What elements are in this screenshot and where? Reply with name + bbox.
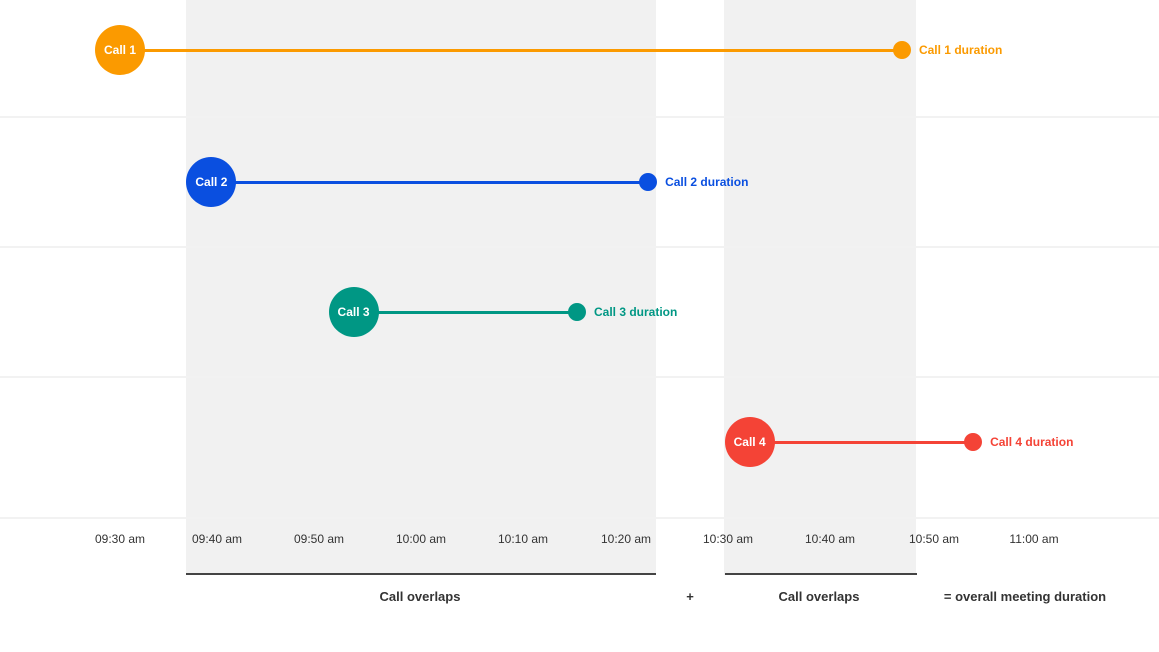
tick-label: 11:00 am bbox=[1009, 532, 1059, 546]
tick-label: 09:50 am bbox=[293, 532, 345, 546]
call-start-bubble: Call 2 bbox=[186, 157, 237, 207]
call-start-bubble: Call 4 bbox=[724, 417, 775, 467]
call-end-dot bbox=[639, 173, 658, 191]
plus-sign: + bbox=[686, 589, 694, 604]
call-duration-label: Call 2 duration bbox=[665, 175, 749, 189]
call-duration-label: Call 4 duration bbox=[990, 435, 1074, 449]
tick-label: 10:40 am bbox=[804, 532, 856, 546]
overall-duration-label: = overall meeting duration bbox=[943, 589, 1107, 604]
tick-label: 09:30 am bbox=[94, 532, 146, 546]
call-duration-label: Call 1 duration bbox=[918, 43, 1003, 57]
overlap-bracket-1 bbox=[186, 573, 656, 575]
call-start-bubble: Call 1 bbox=[95, 25, 145, 75]
call-duration-line bbox=[749, 440, 974, 444]
tick-label: 10:50 am bbox=[908, 532, 960, 546]
overlap-label-1: Call overlaps bbox=[379, 589, 461, 604]
tick-label: 10:00 am bbox=[395, 532, 447, 546]
overlap-band-2 bbox=[724, 0, 916, 575]
tick-label: 10:10 am bbox=[497, 532, 549, 546]
tick-label: 09:40 am bbox=[191, 532, 243, 546]
row-divider bbox=[0, 116, 1159, 118]
axis-line bbox=[0, 517, 1159, 519]
tick-label: 10:20 am bbox=[600, 532, 652, 546]
row-divider bbox=[0, 376, 1159, 378]
call-end-dot bbox=[892, 41, 911, 59]
overlap-bracket-2 bbox=[725, 573, 917, 575]
row-divider bbox=[0, 246, 1159, 248]
call-duration-label: Call 3 duration bbox=[594, 305, 678, 319]
call-end-dot bbox=[568, 303, 586, 321]
call-start-bubble: Call 3 bbox=[328, 287, 379, 337]
call-duration-line bbox=[120, 48, 902, 52]
call-end-dot bbox=[964, 433, 983, 451]
call-duration-line bbox=[353, 310, 577, 314]
overlap-band-1 bbox=[186, 0, 656, 575]
overlap-label-2: Call overlaps bbox=[778, 589, 860, 604]
call-duration-line bbox=[211, 180, 649, 184]
tick-label: 10:30 am bbox=[702, 532, 754, 546]
